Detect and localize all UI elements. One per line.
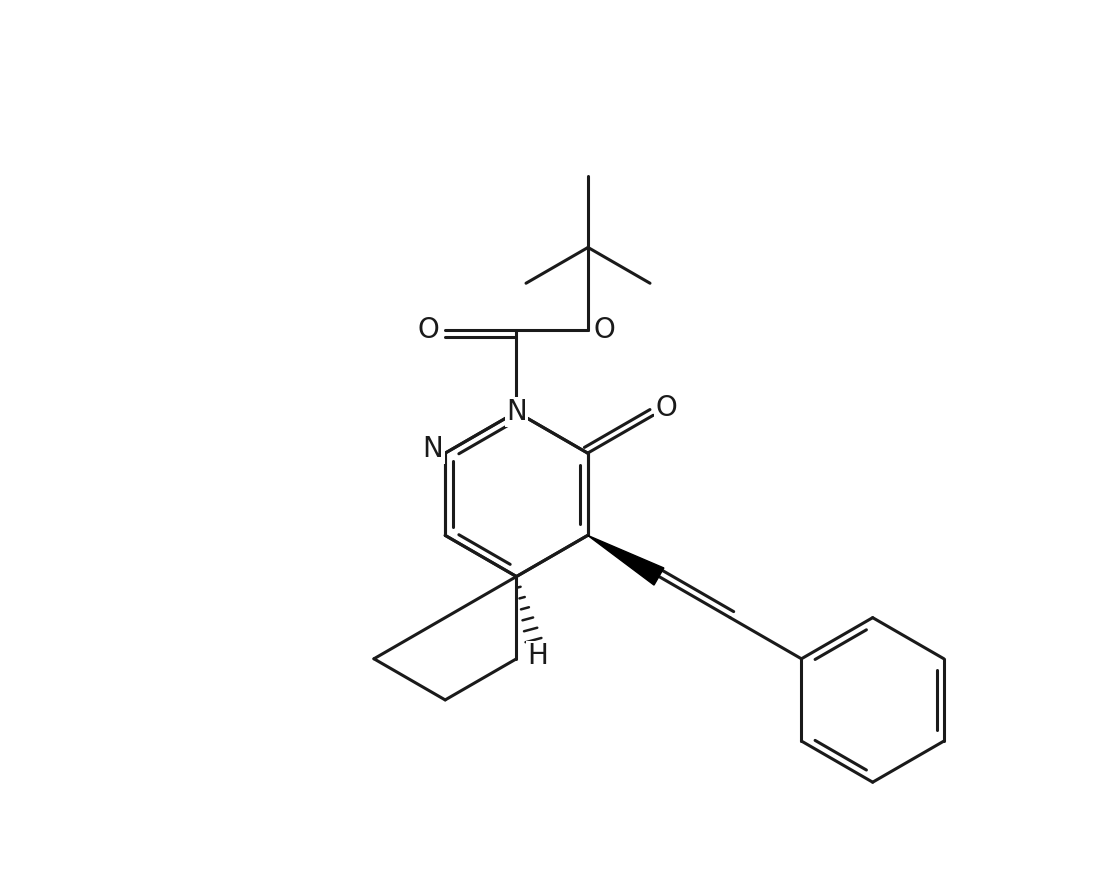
Text: O: O [655, 394, 677, 422]
Polygon shape [587, 536, 664, 585]
Text: N: N [506, 398, 527, 426]
Text: H: H [528, 642, 549, 670]
Text: O: O [594, 316, 615, 343]
Text: N: N [423, 435, 443, 463]
Text: O: O [417, 316, 439, 343]
